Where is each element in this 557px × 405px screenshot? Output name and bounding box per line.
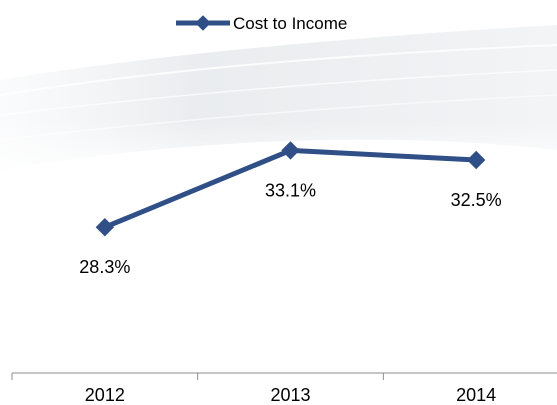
- x-axis: 2012 2013 2014: [11, 372, 557, 405]
- legend-label: Cost to Income: [233, 14, 347, 33]
- x-tick-label: 2012: [85, 385, 125, 405]
- background-decoration: [0, 25, 557, 180]
- data-label: 32.5%: [451, 190, 502, 210]
- legend: Cost to Income: [176, 14, 347, 33]
- data-label: 33.1%: [265, 180, 316, 200]
- x-tick-label: 2014: [456, 385, 496, 405]
- data-label: 28.3%: [79, 257, 130, 277]
- legend-diamond-marker: [195, 15, 211, 31]
- series-layer: 28.3% 33.1% 32.5%: [79, 141, 502, 277]
- data-point-marker: [466, 150, 486, 170]
- data-point-marker: [281, 141, 300, 160]
- x-tick-label: 2013: [270, 385, 310, 405]
- data-point-marker: [95, 218, 115, 237]
